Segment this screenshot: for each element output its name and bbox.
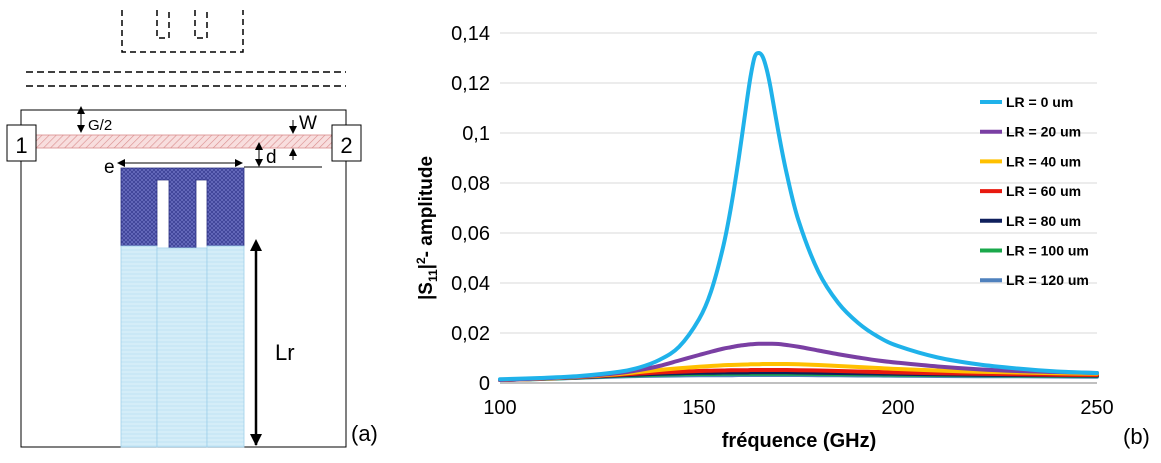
port-2-box xyxy=(331,124,362,162)
x-tick-label: 250 xyxy=(1080,397,1113,419)
series-line xyxy=(498,341,1099,382)
x-tick-label: 200 xyxy=(881,397,914,419)
lr-label: Lr xyxy=(275,340,295,365)
series-line xyxy=(498,361,1099,382)
series-lines xyxy=(498,51,1099,382)
y-tick-label: 0 xyxy=(479,373,490,395)
x-tick-labels: 100 150 200 250 xyxy=(483,397,1113,419)
y-tick-label: 0,06 xyxy=(451,223,490,245)
y-tick-label: 0,08 xyxy=(451,173,490,195)
legend-label: LR = 100 um xyxy=(1006,243,1089,259)
series-line xyxy=(498,367,1099,382)
legend-label: LR = 0 um xyxy=(1006,94,1073,110)
y-title-sub: 11 xyxy=(426,269,440,282)
y-title-post: - amplitude xyxy=(416,156,437,257)
g2-label: G/2 xyxy=(88,117,112,134)
x-tick-label: 100 xyxy=(483,397,516,419)
y-tick-label: 0,14 xyxy=(451,23,490,45)
legend: LR = 0 um LR = 20 um LR = 40 um LR = 60 um L… xyxy=(980,94,1089,288)
dashed-lines xyxy=(26,71,346,87)
resonator-head xyxy=(120,167,245,249)
legend-label: LR = 20 um xyxy=(1006,124,1081,140)
y-tick-label: 0,1 xyxy=(462,123,490,145)
y-title-sup: 2 xyxy=(414,257,428,264)
e-label: e xyxy=(104,157,115,178)
y-title-mid: | xyxy=(416,264,437,269)
chart-panel: 0 0,02 0,04 0,06 0,08 0,1 0,12 0,14 100 150 200 25… xyxy=(414,23,1150,452)
y-tick-label: 0,04 xyxy=(451,273,490,295)
d-label: d xyxy=(266,147,277,168)
schematic-panel: 1 2 G/2 W d e Lr (a) xyxy=(6,10,378,448)
series-line xyxy=(498,51,1099,382)
x-axis-title: fréquence (GHz) xyxy=(722,430,876,452)
panel-b-label: (b) xyxy=(1123,424,1150,449)
dashed-resonator-outline xyxy=(121,10,244,53)
legend-label: LR = 80 um xyxy=(1006,213,1081,229)
y-tick-labels: 0 0,02 0,04 0,06 0,08 0,1 0,12 0,14 xyxy=(451,23,490,395)
y-axis-title: |S11|2- amplitude xyxy=(414,156,440,300)
legend-label: LR = 60 um xyxy=(1006,183,1081,199)
y-tick-label: 0,12 xyxy=(451,73,490,95)
x-tick-label: 150 xyxy=(682,397,715,419)
resonator-stubs xyxy=(120,245,245,448)
y-title-pre: |S xyxy=(416,282,437,300)
w-label: W xyxy=(299,113,317,134)
legend-label: LR = 40 um xyxy=(1006,153,1081,169)
port-2-label: 2 xyxy=(340,133,352,158)
y-tick-label: 0,02 xyxy=(451,323,490,345)
legend-label: LR = 120 um xyxy=(1006,272,1089,288)
port-1-label: 1 xyxy=(15,133,27,158)
panel-a-label: (a) xyxy=(351,421,378,446)
feed-line xyxy=(35,134,333,149)
port-1-box xyxy=(6,124,37,162)
